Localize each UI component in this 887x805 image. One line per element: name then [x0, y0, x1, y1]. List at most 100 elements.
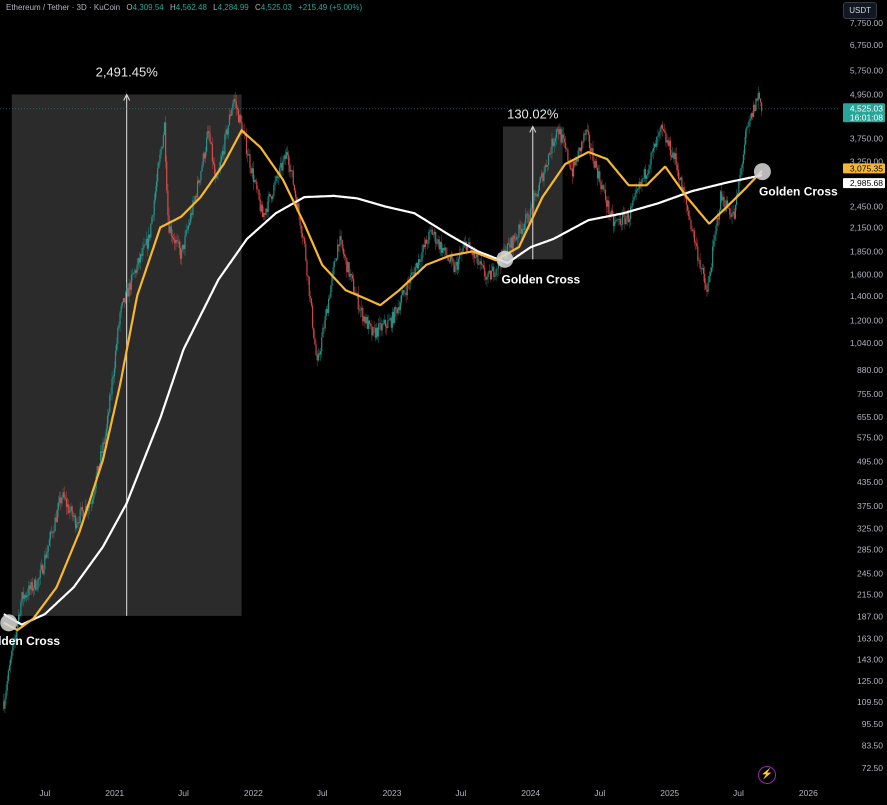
candle-body: [113, 368, 115, 377]
candle-body: [333, 261, 335, 268]
candle-body: [141, 254, 143, 256]
candle-body: [182, 244, 184, 250]
candle-body: [693, 230, 696, 243]
candle-body: [310, 298, 313, 306]
candle-body: [427, 243, 429, 245]
candle-body: [472, 250, 474, 256]
candle-body: [635, 190, 637, 193]
candle-body: [33, 579, 36, 589]
candle-body: [53, 531, 55, 533]
candle-body: [562, 134, 564, 139]
candle-body: [387, 320, 389, 329]
candle-body: [448, 260, 450, 262]
candle-body: [135, 270, 137, 273]
candle-body: [94, 488, 96, 495]
candle-body: [194, 196, 196, 201]
candle-body: [245, 135, 248, 155]
candle-body: [699, 260, 701, 269]
candle-body: [152, 214, 154, 217]
x-tick-label: 2023: [383, 788, 402, 798]
candle-body: [5, 690, 7, 699]
lightning-icon[interactable]: ⚡: [758, 766, 776, 784]
candle-body: [591, 148, 593, 152]
candle-body: [298, 203, 300, 215]
candle-body: [4, 698, 6, 709]
candle-body: [411, 272, 413, 275]
candle-body: [305, 243, 307, 261]
candle-body: [612, 215, 615, 227]
candle-body: [207, 130, 209, 139]
candle-body: [248, 154, 250, 156]
candle-body: [211, 144, 213, 162]
candle-body: [247, 154, 249, 156]
y-tick-label: 325.00: [857, 524, 883, 534]
candle-body: [648, 169, 650, 174]
y-tick-label: 1,600.00: [850, 270, 883, 280]
currency-unit-button[interactable]: USDT: [843, 2, 877, 19]
candle-body: [445, 247, 447, 256]
candle-body: [161, 146, 163, 149]
candle-body: [555, 129, 558, 139]
candle-body: [680, 177, 682, 180]
candle-body: [647, 173, 649, 176]
candle-body: [292, 170, 294, 186]
candle-body: [41, 564, 44, 574]
x-tick-label: Jul: [594, 788, 605, 798]
candle-body: [649, 164, 651, 170]
candle-body: [81, 507, 84, 511]
symbol-header: Ethereum / Tether · 3D · KuCoin O4,309.5…: [6, 3, 362, 12]
candle-body: [412, 272, 414, 273]
candle-body: [475, 257, 477, 258]
candle-body: [177, 240, 179, 242]
candle-body: [323, 327, 325, 329]
candle-body: [665, 132, 667, 143]
candle-body: [192, 200, 194, 215]
candle-body: [212, 161, 215, 164]
candle-body: [391, 311, 394, 328]
candle-body: [78, 522, 80, 523]
candle-body: [716, 218, 718, 226]
candle-body: [6, 680, 8, 691]
candle-body: [40, 564, 43, 570]
candle-body: [64, 498, 66, 499]
candle-body: [90, 502, 93, 504]
candle-body: [748, 120, 750, 126]
candle-body: [155, 181, 158, 192]
candle-body: [162, 134, 164, 147]
candle-body: [559, 129, 561, 135]
candle-body: [617, 219, 619, 220]
candle-body: [154, 191, 156, 201]
candle-body: [737, 192, 739, 196]
candle-body: [384, 320, 387, 327]
candle-body: [544, 165, 546, 173]
candle-body: [288, 154, 290, 166]
candle-body: [546, 165, 548, 167]
candle-body: [316, 355, 318, 361]
y-tick-label: 285.00: [857, 545, 883, 555]
candle-body: [440, 242, 443, 253]
candle-body: [65, 498, 68, 507]
candle-body: [395, 307, 397, 309]
candle-body: [252, 168, 254, 183]
candle-body: [32, 588, 35, 591]
candle-body: [37, 579, 39, 589]
candle-body: [535, 193, 537, 195]
candle-body: [14, 637, 16, 641]
candle-body: [653, 143, 656, 148]
candle-body: [583, 133, 585, 143]
candle-body: [18, 614, 20, 624]
candle-body: [485, 276, 487, 280]
candle-body: [379, 323, 381, 324]
candle-body: [439, 242, 441, 250]
open-label: O: [126, 3, 133, 12]
candle-body: [607, 200, 609, 207]
candle-body: [239, 115, 241, 123]
candle-body: [530, 208, 533, 210]
candle-body: [632, 200, 634, 207]
candle-body: [694, 242, 697, 244]
candle-body: [390, 318, 392, 328]
candle-body: [732, 211, 734, 213]
candle-body: [508, 243, 510, 245]
candle-body: [659, 128, 661, 133]
